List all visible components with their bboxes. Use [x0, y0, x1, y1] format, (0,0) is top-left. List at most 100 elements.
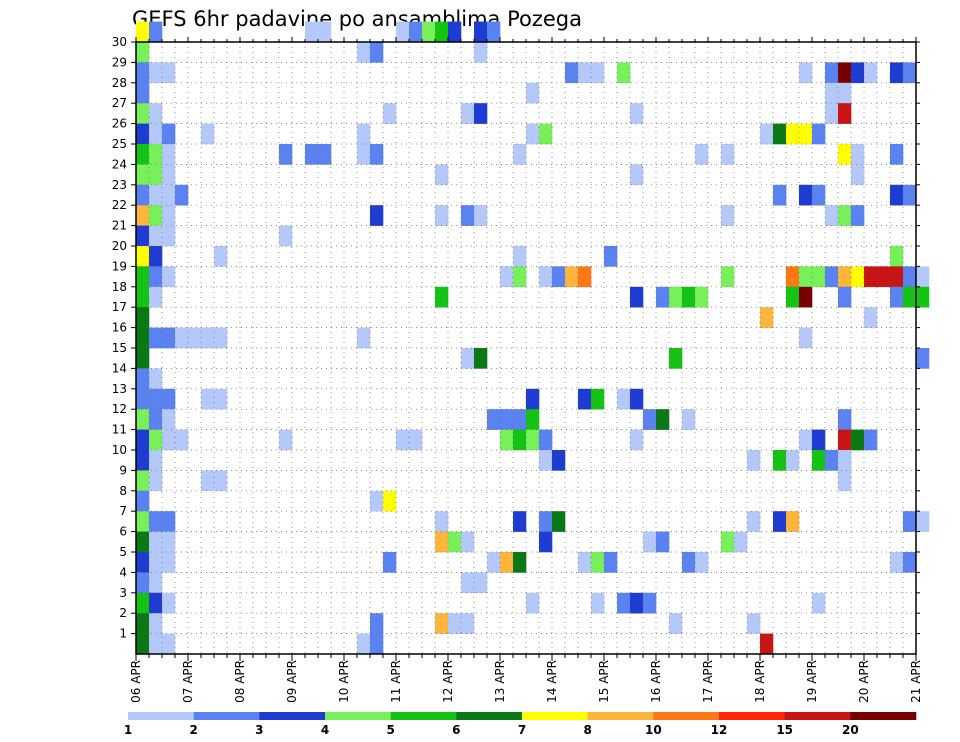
heatmap-cell: [825, 82, 839, 104]
colorbar-swatch: [522, 712, 588, 720]
heatmap-cell: [279, 144, 293, 165]
heatmap-cell: [799, 123, 813, 145]
heatmap-cell: [552, 266, 566, 288]
heatmap-cell: [201, 470, 215, 492]
heatmap-cell: [370, 42, 384, 63]
y-tick-label: 5: [119, 545, 127, 559]
heatmap-cell: [162, 592, 176, 614]
heatmap-cell: [149, 266, 163, 288]
heatmap-cell: [513, 266, 527, 288]
heatmap-cell: [617, 592, 631, 614]
heatmap-cell: [474, 348, 488, 369]
heatmap-cell: [552, 450, 566, 471]
heatmap-cell: [149, 164, 163, 186]
x-tick-label: 08 APR: [233, 660, 247, 703]
heatmap-cell: [747, 511, 761, 532]
heatmap-cell: [435, 286, 449, 308]
heatmap-cell: [526, 592, 540, 614]
colorbar-swatch: [653, 712, 720, 720]
heatmap-cell: [357, 633, 371, 655]
heatmap-cell: [851, 144, 865, 165]
heatmap-cell: [162, 225, 176, 247]
heatmap-cell: [903, 511, 917, 532]
colorbar: [128, 712, 917, 720]
heatmap-cell: [149, 409, 163, 430]
heatmap-cell: [695, 286, 709, 308]
heatmap-cell: [136, 42, 150, 63]
heatmap-cell: [162, 184, 176, 206]
heatmap-cell: [617, 62, 631, 84]
heatmap-cell: [136, 286, 150, 308]
heatmap-cell: [461, 572, 475, 594]
heatmap-cell: [136, 225, 150, 247]
heatmap-cell: [500, 409, 514, 430]
heatmap-cell: [279, 429, 293, 451]
heatmap-cell: [149, 123, 163, 145]
heatmap-cell: [812, 429, 826, 451]
heatmap-cell: [370, 633, 384, 655]
heatmap-cell: [305, 21, 319, 43]
heatmap-cell: [786, 266, 800, 288]
heatmap-cell: [461, 205, 475, 226]
heatmap-cell: [149, 21, 163, 43]
heatmap-cell: [448, 613, 462, 634]
heatmap-cell: [773, 184, 787, 206]
heatmap-cell: [760, 123, 774, 145]
heatmap-cell: [513, 409, 527, 430]
heatmap-cell: [175, 327, 189, 349]
x-tick-label: 16 APR: [649, 660, 663, 703]
heatmap-cell: [149, 103, 163, 124]
heatmap-cell: [279, 225, 293, 247]
y-tick-label: 15: [112, 341, 127, 355]
heatmap-cell: [552, 511, 566, 532]
heatmap-cell: [409, 429, 423, 451]
heatmap-cell: [903, 286, 917, 308]
y-axis: 1234567891011121314151617181920212223242…: [112, 35, 920, 641]
heatmap-cell: [136, 266, 150, 288]
heatmap-cell: [786, 511, 800, 532]
heatmap-cell: [656, 531, 670, 553]
y-tick-label: 1: [119, 627, 127, 641]
heatmap-cell: [318, 21, 332, 43]
heatmap-cell: [136, 164, 150, 186]
heatmap-cell: [162, 164, 176, 186]
y-tick-label: 14: [112, 361, 127, 375]
heatmap-cell: [136, 572, 150, 594]
y-tick-label: 20: [112, 239, 127, 253]
heatmap-cell: [396, 429, 410, 451]
heatmap-cell: [838, 266, 852, 288]
heatmap-cell: [149, 592, 163, 614]
heatmap-cell: [136, 470, 150, 492]
heatmap-cell: [630, 388, 644, 410]
heatmap-cell: [838, 286, 852, 308]
heatmap-cell: [864, 62, 878, 84]
colorbar-swatch: [128, 712, 194, 720]
heatmap-cell: [591, 388, 605, 410]
y-tick-label: 17: [112, 300, 127, 314]
x-tick-label: 15 APR: [597, 660, 611, 703]
heatmap-cell: [526, 82, 540, 104]
heatmap-cell: [825, 103, 839, 124]
heatmap-cell: [630, 103, 644, 124]
y-tick-label: 26: [112, 117, 127, 131]
heatmap-cell: [448, 21, 462, 43]
heatmap-cell: [474, 572, 488, 594]
heatmap-cell: [851, 164, 865, 186]
x-tick-label: 12 APR: [441, 660, 455, 703]
heatmap-cell: [760, 307, 774, 328]
heatmap-cell: [890, 266, 904, 288]
heatmap-cell: [136, 388, 150, 410]
heatmap-cell: [786, 123, 800, 145]
heatmap-cell: [162, 531, 176, 553]
heatmap-cell: [149, 327, 163, 349]
heatmap-cell: [799, 429, 813, 451]
heatmap-cell: [149, 388, 163, 410]
heatmap-cell: [916, 266, 930, 288]
heatmap-cell: [435, 205, 449, 226]
heatmap-cell: [136, 246, 150, 267]
heatmap-cell: [760, 633, 774, 655]
heatmap-cell: [656, 286, 670, 308]
heatmap-cell: [149, 184, 163, 206]
heatmap-cell: [435, 613, 449, 634]
heatmap-cell: [175, 184, 189, 206]
